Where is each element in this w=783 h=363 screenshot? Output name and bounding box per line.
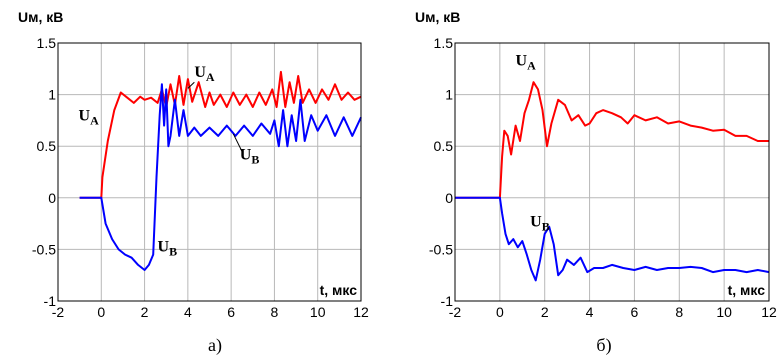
annotation-u-a: UA: [516, 53, 537, 73]
x-tick-label: 10: [716, 304, 732, 320]
annotation-u-a: UA: [79, 107, 100, 127]
x-tick-label: 8: [271, 304, 279, 320]
series-line-b: [79, 83, 362, 271]
plot-frame: [454, 42, 770, 302]
y-tick-label: -0.5: [429, 241, 453, 257]
x-axis-label: t, мкс: [320, 282, 358, 298]
x-tick-label: 6: [631, 304, 639, 320]
y-tick-label: 1.5: [37, 35, 57, 51]
x-tick-label: -2: [449, 304, 462, 320]
annotation-leader: [187, 81, 195, 89]
annotation-u-b: UB: [530, 214, 550, 234]
y-tick-label: 1.5: [434, 35, 454, 51]
y-tick-label: -0.5: [32, 241, 56, 257]
x-tick-label: -2: [52, 304, 65, 320]
x-tick-label: 12: [761, 304, 777, 320]
x-tick-label: 2: [541, 304, 549, 320]
annotation-u-b: UB: [240, 147, 260, 167]
x-tick-label: 12: [353, 304, 369, 320]
annotation-leader: [232, 133, 243, 152]
x-axis-label: t, мкс: [728, 282, 766, 298]
x-tick-label: 0: [496, 304, 504, 320]
x-tick-label: 0: [97, 304, 105, 320]
y-tick-label: 1: [48, 87, 56, 103]
x-tick-label: 2: [141, 304, 149, 320]
y-tick-label: -1: [441, 293, 454, 309]
annotation-u-a: UA: [194, 64, 215, 84]
x-tick-label: 4: [184, 304, 192, 320]
y-tick-label: 0: [48, 190, 56, 206]
panel-caption: а): [208, 335, 222, 356]
chart-panel-1: -2 0 2 4 6 8 10 12 1.5 1 0.5 0 -0.5 -1 Uм, кВ t, мкс UA U…: [18, 9, 369, 356]
series-line-a: [79, 70, 362, 199]
chart-panel-2: -2 0 2 4 6 8 10 12 1.5 1 0.5 0 -0.5 -1 Uм, кВ t, мкс UA U…: [415, 9, 777, 356]
series-line-b: [455, 196, 770, 282]
y-tick-label: -1: [44, 293, 57, 309]
x-tick-label: 6: [227, 304, 235, 320]
y-axis-label: Uм, кВ: [415, 9, 460, 25]
x-tick-label: 4: [586, 304, 594, 320]
annotation-u-b: UB: [158, 238, 178, 258]
panel-caption: б): [596, 335, 611, 356]
plot-frame: [57, 42, 362, 302]
x-tick-label: 8: [675, 304, 683, 320]
y-axis-label: Uм, кВ: [18, 9, 63, 25]
x-tick-label: 10: [310, 304, 326, 320]
y-tick-label: 0.5: [434, 138, 454, 154]
y-tick-label: 0.5: [37, 138, 57, 154]
y-tick-label: 0: [445, 190, 453, 206]
y-tick-label: 1: [445, 87, 453, 103]
series-line-a: [455, 81, 769, 199]
